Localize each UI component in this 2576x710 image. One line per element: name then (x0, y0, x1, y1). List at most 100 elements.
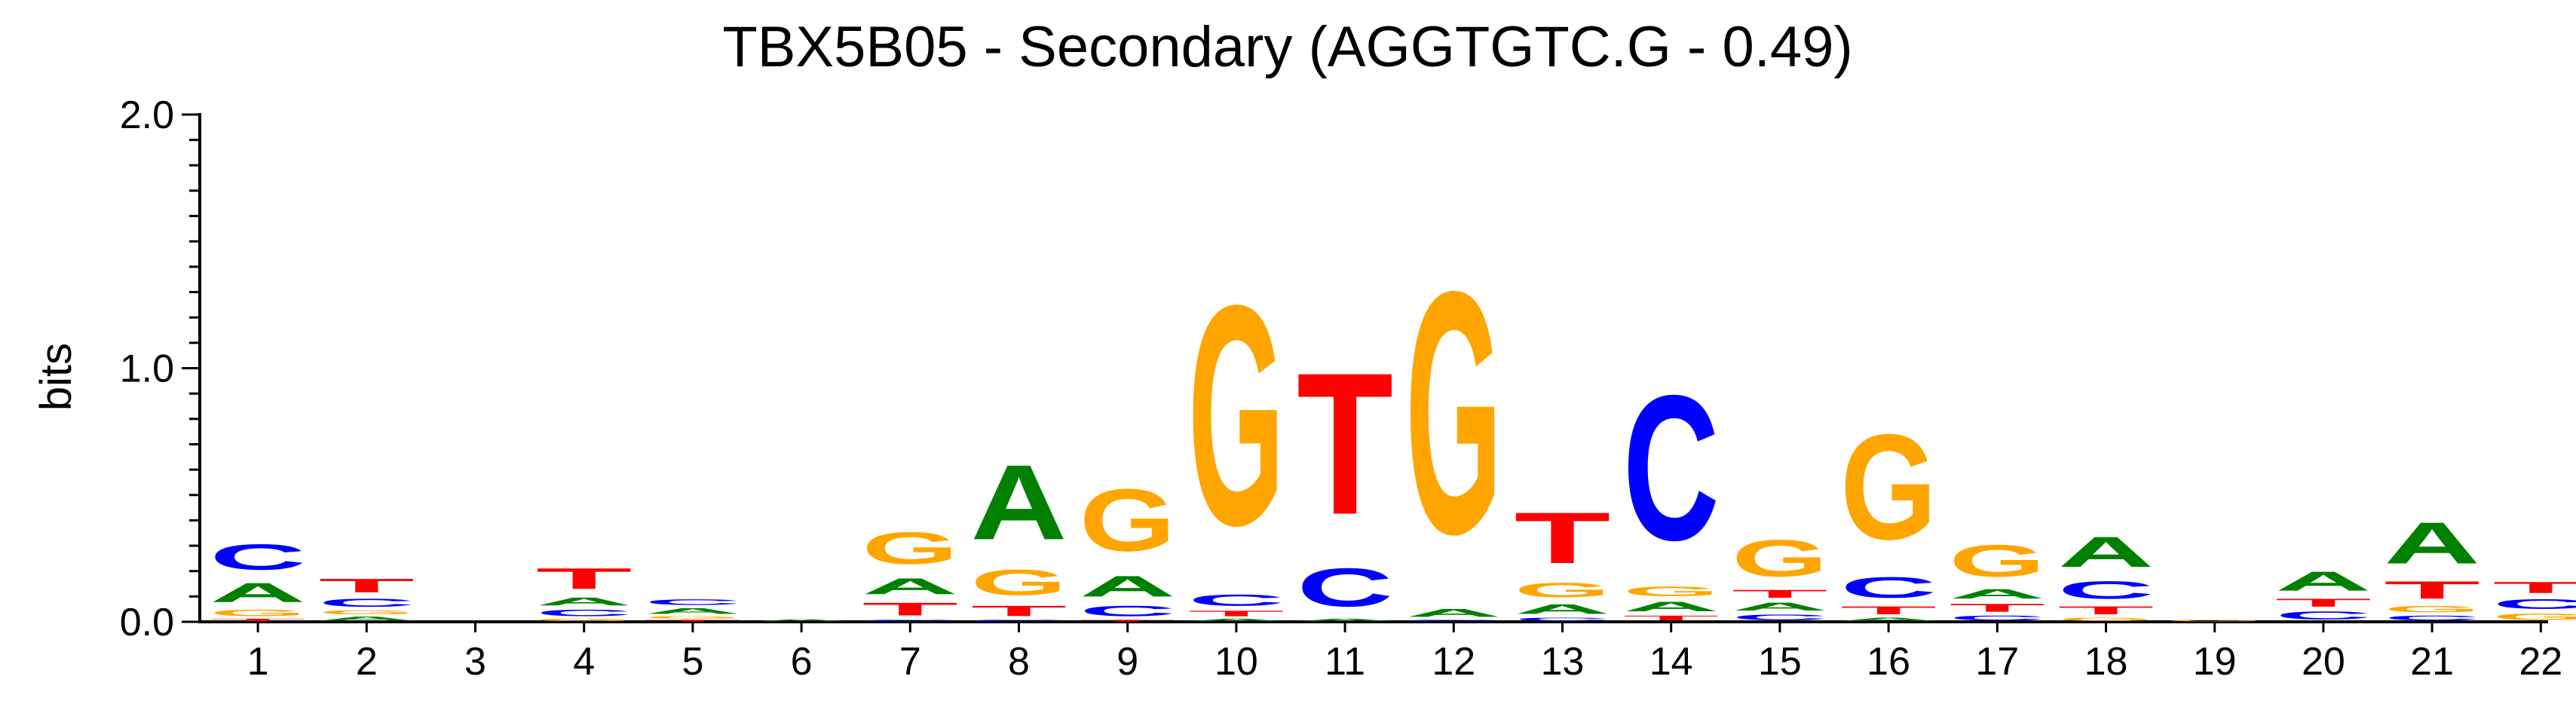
svg-text:A: A (753, 619, 850, 622)
x-tick-label: 9 (1116, 640, 1138, 684)
logo-letter-a-pos-2: A (318, 616, 415, 622)
svg-text:C: C (1188, 592, 1285, 610)
svg-text:C: C (1515, 617, 1611, 622)
svg-text:C: C (862, 620, 958, 622)
svg-text:C: C (971, 620, 1067, 622)
svg-text:A: A (862, 574, 958, 599)
x-tick-label: 5 (682, 640, 703, 684)
svg-text:G: G (1623, 583, 1720, 598)
logo-letter-t-pos-14: T (1623, 614, 1720, 622)
svg-text:T: T (536, 562, 633, 595)
svg-text:C: C (2384, 614, 2480, 622)
svg-text:C: C (2275, 609, 2372, 622)
logo-letter-a-pos-16: A (1840, 617, 1937, 622)
x-tick-label: 3 (464, 640, 486, 684)
logo-letter-a-pos-14: A (1623, 599, 1720, 614)
logo-letter-c-pos-5: C (645, 598, 741, 607)
x-tick-label: 15 (1758, 640, 1802, 684)
svg-text:T: T (1297, 331, 1393, 557)
svg-text:G: G (2167, 620, 2263, 622)
y-tick-label: 2.0 (120, 93, 174, 137)
svg-text:G: G (1840, 403, 1937, 571)
logo-letter-t-pos-2: T (318, 575, 415, 597)
svg-text:G: G (2384, 604, 2480, 614)
logo-letter-a-pos-10: A (1188, 618, 1285, 622)
logo-letter-a-pos-1: A (210, 577, 306, 607)
svg-text:C: C (1080, 603, 1176, 620)
svg-text:C: C (210, 537, 306, 577)
svg-text:T: T (1840, 604, 1937, 617)
svg-text:T: T (1623, 614, 1720, 622)
x-tick-label: 20 (2302, 640, 2345, 684)
logo-letter-c-pos-1: C (210, 537, 306, 577)
logo-letter-t-pos-16: T (1840, 604, 1937, 617)
svg-text:G: G (2058, 617, 2155, 622)
x-tick-label: 19 (2193, 640, 2237, 684)
logo-letter-c-pos-15: C (1732, 613, 1828, 622)
logo-letter-a-pos-15: A (1732, 600, 1828, 613)
svg-text:C: C (1623, 352, 1720, 583)
x-tick-label: 16 (1867, 640, 1910, 684)
logo-letter-c-pos-10: C (1188, 592, 1285, 610)
svg-text:G: G (2492, 611, 2576, 622)
x-tick-label: 6 (791, 640, 813, 684)
svg-text:A: A (1297, 618, 1393, 622)
x-tick-label: 2 (356, 640, 378, 684)
logo-letter-g-pos-16: G (1840, 403, 1937, 571)
svg-text:A: A (1405, 607, 1502, 620)
logo-letter-c-pos-20: C (2275, 609, 2372, 622)
svg-text:T: T (1188, 609, 1285, 618)
svg-text:C: C (318, 596, 415, 609)
logo-letter-g-pos-21: G (2384, 604, 2480, 614)
logo-letter-a-pos-4: A (536, 595, 633, 608)
logo-letter-g-pos-7: G (862, 523, 958, 574)
svg-text:T: T (2384, 576, 2480, 604)
logo-letter-a-pos-11: A (1297, 618, 1393, 622)
svg-text:G: G (1949, 536, 2045, 586)
logo-letter-t-pos-22: T (2492, 579, 2576, 597)
svg-text:A: A (2275, 566, 2372, 596)
logo-letter-t-pos-9: T (1080, 620, 1176, 622)
svg-text:G: G (1732, 529, 1828, 588)
svg-text:T: T (645, 620, 741, 622)
logo-letter-t-pos-11: T (1297, 331, 1393, 557)
svg-text:A: A (536, 595, 633, 608)
logo-letter-c-pos-13: C (1515, 617, 1611, 622)
x-tick-label: 1 (247, 640, 269, 684)
x-tick-label: 17 (1975, 640, 2019, 684)
svg-text:C: C (2058, 577, 2155, 604)
svg-text:T: T (862, 599, 958, 620)
svg-text:A: A (971, 443, 1067, 562)
logo-letter-t-pos-4: T (536, 562, 633, 595)
svg-text:T: T (318, 575, 415, 597)
logo-letter-c-pos-4: C (536, 607, 633, 618)
svg-text:G: G (862, 523, 958, 574)
logo-letter-t-pos-18: T (2058, 604, 2155, 617)
svg-text:C: C (536, 607, 633, 618)
svg-text:T: T (1080, 620, 1176, 622)
x-tick-label: 11 (1325, 640, 1365, 684)
logo-letter-c-pos-21: C (2384, 614, 2480, 622)
logo-letter-c-pos-8: C (971, 620, 1067, 622)
svg-text:G: G (971, 562, 1067, 603)
svg-text:A: A (318, 616, 415, 622)
svg-text:G: G (645, 616, 741, 620)
logo-letter-c-pos-9: C (1080, 603, 1176, 620)
logo-letter-c-pos-7: C (862, 620, 958, 622)
svg-text:T: T (2058, 604, 2155, 617)
logo-letter-c-pos-18: C (2058, 577, 2155, 604)
svg-text:A: A (210, 577, 306, 607)
svg-text:T: T (2492, 579, 2576, 597)
logo-letter-t-pos-5: T (645, 620, 741, 622)
logo-letter-c-pos-16: C (1840, 571, 1937, 604)
logo-letter-g-pos-14: G (1623, 583, 1720, 598)
logo-letter-t-pos-15: T (1732, 588, 1828, 601)
logo-letter-c-pos-17: C (1949, 614, 2045, 622)
logo-letter-a-pos-21: A (2384, 510, 2480, 577)
logo-letter-g-pos-18: G (2058, 617, 2155, 622)
logo-letter-a-pos-17: A (1949, 586, 2045, 601)
svg-text:A: A (1732, 600, 1828, 613)
svg-text:T: T (971, 603, 1067, 620)
x-tick-label: 18 (2084, 640, 2128, 684)
